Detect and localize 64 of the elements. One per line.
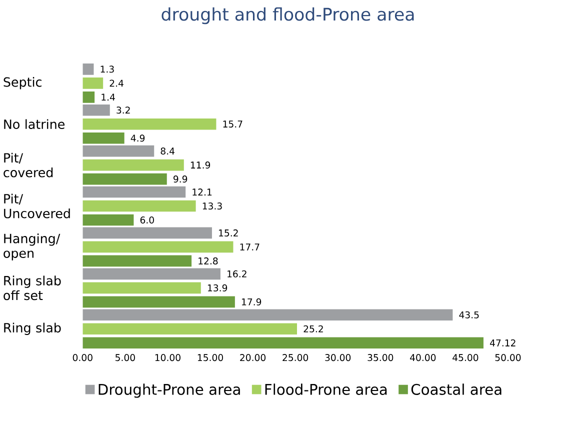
bar (82, 118, 216, 130)
x-tick-label: 20.00 (240, 354, 266, 361)
x-tick-label: 35.00 (368, 354, 394, 361)
data-label: 43.5 (459, 311, 479, 318)
data-label: 6.0 (140, 216, 154, 224)
bar (82, 200, 196, 212)
y-tick-label: Ring slab off set (4, 276, 61, 300)
data-label: 12.8 (198, 257, 218, 264)
bar (82, 77, 104, 89)
bar (82, 91, 95, 103)
bar (82, 255, 192, 266)
x-tick-label: 5.00 (116, 354, 135, 361)
x-tick-label: 50.00 (495, 354, 521, 361)
data-label: 17.9 (242, 298, 262, 306)
x-tick-label: 45.00 (452, 354, 478, 361)
data-label: 1.4 (102, 94, 115, 100)
data-label: 17.7 (240, 243, 260, 250)
bar (82, 132, 124, 144)
bar (82, 282, 201, 294)
data-label: 12.1 (192, 188, 212, 196)
y-tick-label: Hanging/ open (4, 233, 60, 260)
x-tick-label: 25.00 (282, 354, 308, 361)
bar (82, 63, 94, 75)
data-label: 13.9 (208, 284, 228, 292)
data-label: 2.4 (110, 80, 124, 86)
x-tick-label: 15.00 (198, 354, 223, 361)
bar (82, 159, 184, 171)
bar (82, 173, 167, 185)
legend-label: Drought-Prone area (98, 383, 240, 398)
bar (82, 104, 110, 116)
bar (82, 337, 484, 348)
bar (82, 227, 212, 238)
data-label: 47.12 (490, 339, 516, 346)
x-tick-label: 30.00 (325, 354, 351, 361)
data-label: 15.2 (219, 229, 238, 236)
y-tick-label: Pit/ Uncovered (4, 194, 70, 218)
y-tick-label: Pit/ covered (4, 152, 53, 178)
data-label: 4.9 (130, 134, 145, 142)
x-tick-label: 10.00 (155, 354, 180, 361)
data-label: 16.2 (228, 270, 246, 278)
data-label: 1.3 (100, 65, 114, 73)
data-label: 15.7 (223, 120, 242, 128)
x-tick-label: 0.00 (72, 354, 92, 361)
bar (82, 186, 186, 198)
data-label: 3.2 (116, 106, 130, 114)
data-label: 25.2 (304, 325, 323, 332)
data-label: 8.4 (160, 147, 174, 154)
data-label: 9.9 (174, 175, 188, 182)
bar (82, 214, 134, 226)
data-label: 13.3 (202, 202, 222, 210)
y-tick-label: No latrine (4, 119, 65, 129)
chart-title: drought and flood-Prone area (162, 7, 414, 24)
legend-label: Flood-Prone area (265, 383, 387, 395)
bar (82, 268, 220, 280)
y-tick-label: Septic (4, 76, 42, 90)
bar (82, 309, 453, 320)
bar (82, 241, 234, 252)
bar (82, 296, 235, 308)
data-label: 11.9 (190, 161, 210, 168)
x-tick-label: 40.00 (410, 354, 436, 361)
legend-label: Coastal area (411, 383, 502, 395)
bar (82, 145, 154, 157)
y-tick-label: Ring slab (4, 322, 61, 335)
bar (82, 323, 298, 334)
